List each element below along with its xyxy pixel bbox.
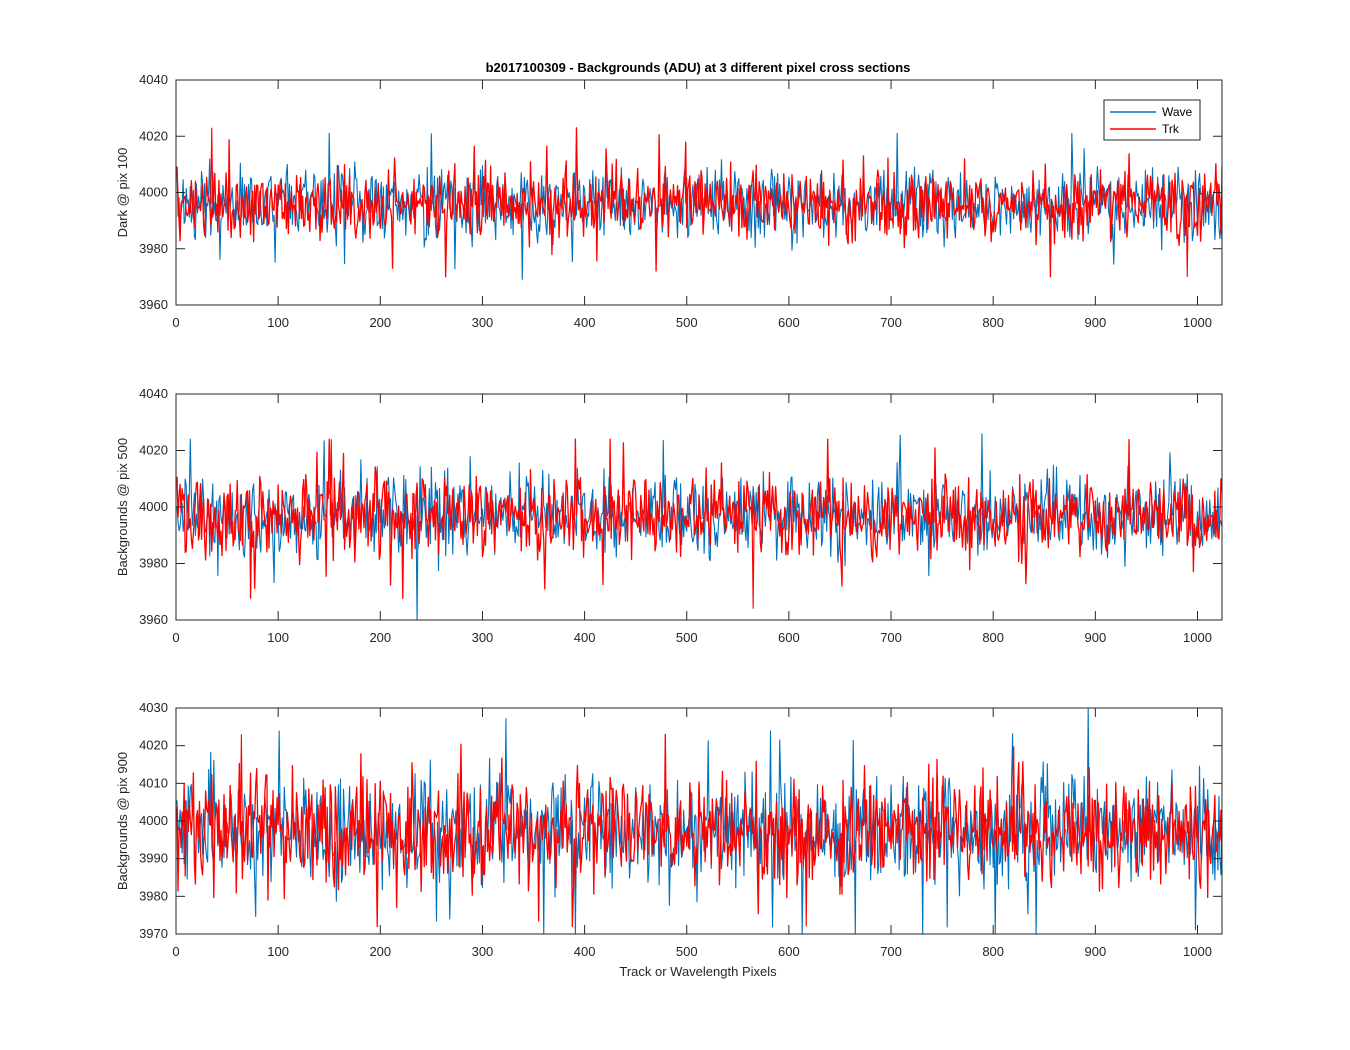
y-tick-label: 4020 (139, 738, 168, 753)
x-tick-label: 1000 (1183, 944, 1212, 959)
x-tick-label: 800 (982, 630, 1004, 645)
plot-border (175, 79, 1223, 306)
x-tick-label: 0 (172, 315, 179, 330)
x-tick-label: 0 (172, 944, 179, 959)
x-tick-label: 100 (267, 315, 289, 330)
x-tick-label: 200 (369, 944, 391, 959)
y-tick-label: 4020 (139, 443, 168, 458)
x-tick-label: 900 (1084, 630, 1106, 645)
y-tick-label: 4020 (139, 128, 168, 143)
series-extreme-wave (429, 133, 524, 280)
series-lines (176, 433, 1222, 620)
axis-ticks: 0 100 200 300 400 500 600 700 800 900 1000 3960 3980… (139, 72, 1222, 330)
series-extreme-trk (210, 127, 1189, 277)
series-line-trk (176, 438, 1222, 600)
x-tick-label: 500 (676, 944, 698, 959)
y-tick-label: 3970 (139, 926, 168, 941)
y-tick-label: 3980 (139, 556, 168, 571)
y-tick-label: 3960 (139, 612, 168, 627)
x-tick-label: 600 (778, 315, 800, 330)
legend: Wave Trk (1103, 99, 1201, 141)
panel-backgrounds-pix-500: 0 100 200 300 400 500 600 700 800 900 1000 3960 3980… (115, 386, 1223, 645)
legend-label-trk: Trk (1162, 122, 1180, 136)
x-tick-label: 700 (880, 630, 902, 645)
x-tick-label: 500 (676, 315, 698, 330)
series-extreme-trk (329, 439, 755, 609)
x-tick-label: 300 (472, 944, 494, 959)
x-tick-label: 100 (267, 944, 289, 959)
x-tick-label: 600 (778, 630, 800, 645)
series-line-trk (176, 733, 1222, 928)
x-tick-label: 1000 (1183, 315, 1212, 330)
series-lines (176, 708, 1222, 934)
x-axis-label: Track or Wavelength Pixels (619, 964, 777, 979)
x-tick-label: 400 (574, 630, 596, 645)
x-tick-label: 800 (982, 315, 1004, 330)
y-tick-label: 3990 (139, 851, 168, 866)
series-extreme-wave (415, 433, 984, 620)
x-tick-label: 900 (1084, 944, 1106, 959)
x-tick-label: 100 (267, 630, 289, 645)
legend-box (1103, 99, 1201, 141)
axis-ticks: 0 100 200 300 400 500 600 700 800 900 1000 3960 3980… (139, 386, 1222, 645)
panel-backgrounds-pix-900: 0 100 200 300 400 500 600 700 800 900 1000 3970 3980… (115, 700, 1223, 979)
x-tick-label: 200 (369, 315, 391, 330)
x-tick-label: 800 (982, 944, 1004, 959)
series-lines (176, 127, 1222, 280)
x-tick-label: 200 (369, 630, 391, 645)
x-tick-label: 0 (172, 630, 179, 645)
y-tick-label: 3980 (139, 888, 168, 903)
legend-label-wave: Wave (1162, 105, 1193, 119)
x-tick-label: 300 (472, 630, 494, 645)
panel-dark-pix-100: 0 100 200 300 400 500 600 700 800 900 1000 3960 3980… (115, 72, 1223, 330)
y-axis-label: Backgrounds @ pix 500 (115, 438, 130, 576)
y-tick-label: 4000 (139, 185, 168, 200)
x-tick-label: 900 (1084, 315, 1106, 330)
x-tick-label: 1000 (1183, 630, 1212, 645)
y-tick-label: 4030 (139, 700, 168, 715)
y-tick-label: 3980 (139, 241, 168, 256)
y-axis-label: Backgrounds @ pix 900 (115, 752, 130, 890)
x-tick-label: 700 (880, 315, 902, 330)
y-tick-label: 4040 (139, 72, 168, 87)
y-tick-label: 4040 (139, 386, 168, 401)
plot-border (175, 393, 1223, 621)
chart-title: b2017100309 - Backgrounds (ADU) at 3 dif… (486, 60, 911, 75)
axis-ticks: 0 100 200 300 400 500 600 700 800 900 1000 3970 3980… (139, 700, 1222, 959)
y-axis-label: Dark @ pix 100 (115, 148, 130, 238)
x-tick-label: 600 (778, 944, 800, 959)
series-line-trk (176, 127, 1222, 278)
x-tick-label: 400 (574, 944, 596, 959)
x-tick-label: 300 (472, 315, 494, 330)
y-tick-label: 4000 (139, 813, 168, 828)
y-tick-label: 4010 (139, 775, 168, 790)
x-tick-label: 400 (574, 315, 596, 330)
x-tick-label: 700 (880, 944, 902, 959)
y-tick-label: 3960 (139, 297, 168, 312)
x-tick-label: 500 (676, 630, 698, 645)
plot-border (175, 707, 1223, 935)
y-tick-label: 4000 (139, 499, 168, 514)
